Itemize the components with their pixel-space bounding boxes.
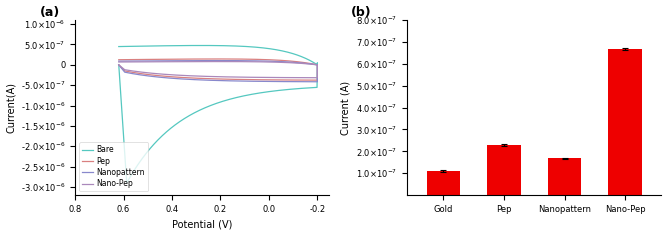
Pep: [194, 58, 202, 60]
Bare: [115, 45, 123, 48]
Bare: [115, 63, 123, 66]
Bare: [249, 93, 257, 95]
X-axis label: Potential (V): Potential (V): [172, 219, 233, 229]
Pep: [290, 79, 298, 82]
Bare: [303, 58, 311, 60]
Nanopattern: [214, 59, 222, 62]
Text: (a): (a): [39, 6, 60, 19]
Bar: [488, 145, 521, 195]
Pep: [201, 58, 209, 60]
Pep: [239, 58, 247, 60]
Y-axis label: Current(A): Current(A): [5, 82, 15, 133]
Bare: [182, 116, 190, 119]
Nano-Pep: [214, 60, 222, 63]
Nanopattern: [275, 80, 283, 83]
Line: Nano-Pep: Nano-Pep: [119, 62, 317, 78]
Bare: [295, 54, 303, 57]
Nanopattern: [115, 60, 123, 63]
Nano-Pep: [115, 61, 123, 63]
Pep: [155, 74, 163, 77]
Pep: [214, 58, 222, 60]
Pep: [115, 63, 123, 66]
Nanopattern: [201, 59, 209, 62]
Nano-Pep: [239, 60, 247, 63]
Pep: [313, 79, 321, 82]
Nanopattern: [239, 59, 247, 62]
Bar: [608, 49, 642, 195]
Nanopattern: [194, 59, 202, 62]
Bare: [287, 88, 295, 90]
Bare: [168, 126, 176, 129]
Nano-Pep: [155, 72, 163, 75]
Text: (b): (b): [351, 6, 372, 19]
Nano-Pep: [313, 76, 321, 79]
Bar: [427, 171, 460, 195]
Line: Nanopattern: Nanopattern: [119, 61, 317, 82]
Pep: [115, 58, 123, 61]
Line: Bare: Bare: [119, 46, 317, 183]
Line: Pep: Pep: [119, 59, 317, 80]
Bar: [548, 158, 581, 195]
Bare: [123, 181, 131, 184]
Bare: [197, 44, 205, 47]
Pep: [275, 78, 283, 81]
Nano-Pep: [194, 60, 202, 63]
Legend: Bare, Pep, Nanopattern, Nano-Pep: Bare, Pep, Nanopattern, Nano-Pep: [79, 142, 148, 191]
Nano-Pep: [201, 60, 209, 63]
Y-axis label: Current (A): Current (A): [341, 81, 351, 135]
Nanopattern: [115, 63, 123, 66]
Nano-Pep: [275, 76, 283, 79]
Nanopattern: [290, 80, 298, 83]
Nano-Pep: [115, 63, 123, 66]
Nanopattern: [313, 80, 321, 83]
Nano-Pep: [290, 76, 298, 79]
Nanopattern: [155, 76, 163, 78]
